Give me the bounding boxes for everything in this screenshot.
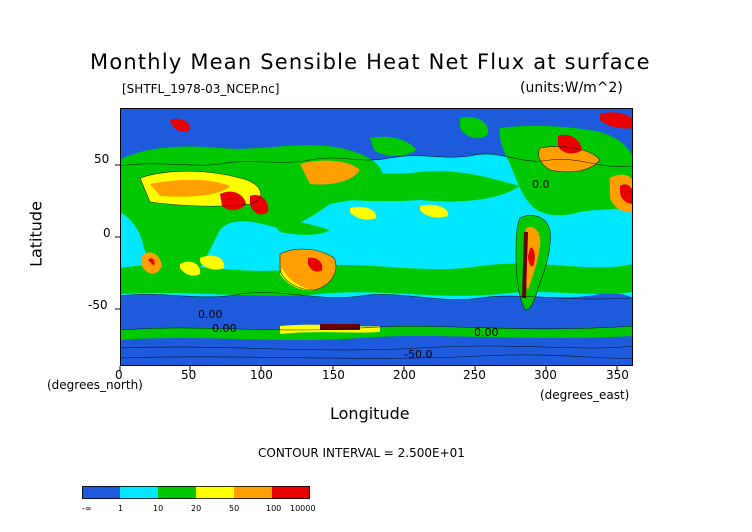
africa-south-red: [148, 258, 155, 266]
colorbar-segment: [272, 486, 310, 499]
units-label: (units:W/m^2): [520, 80, 623, 96]
colorbar-segment: [234, 486, 272, 499]
colorbar-label: 100: [266, 504, 281, 513]
europe-red: [170, 118, 191, 132]
colorbar-label: 50: [229, 504, 239, 513]
x-tick-label: 250: [463, 368, 486, 382]
x-axis-units: (degrees_east): [540, 388, 630, 402]
x-tick-label: 100: [250, 368, 273, 382]
indian-ocean-yellow: [200, 255, 225, 270]
north-pacific-patch: [370, 136, 416, 156]
y-tick-label: -50: [88, 298, 108, 312]
alaska-red: [558, 134, 582, 154]
australia-land: [280, 249, 336, 290]
colorbar-frame: [82, 486, 310, 499]
australia-red: [308, 257, 323, 272]
south-america-red: [528, 247, 535, 267]
contour-label: -50.0: [404, 348, 432, 361]
colorbar-label: 20: [191, 504, 201, 513]
antarctica-edge: [120, 326, 633, 340]
colorbar-segment: [120, 486, 158, 499]
file-label: [SHTFL_1978-03_NCEP.nc]: [122, 82, 280, 96]
y-tick-label: 0: [103, 226, 111, 240]
contour-interval-label: CONTOUR INTERVAL = 2.500E+01: [258, 446, 465, 460]
x-tick-label: 150: [322, 368, 345, 382]
madagascar-yellow: [180, 261, 201, 276]
australia-yellow: [280, 268, 314, 291]
colorbar-segment: [196, 486, 234, 499]
contour-lines: [120, 146, 633, 359]
colorbar-segment: [82, 486, 120, 499]
flux-map: 0.0 0.00 0.00 0.00 -50.0: [120, 108, 633, 366]
tropical-yellow-1: [350, 206, 377, 220]
east-us-red: [620, 184, 633, 204]
colorbar-segment: [158, 486, 196, 499]
contour-label: 0.00: [198, 308, 223, 321]
colorbar: -∞ 1 10 20 50 100 10000: [82, 486, 315, 513]
x-tick-label: 300: [534, 368, 557, 382]
colorbar-label: 1: [118, 504, 123, 513]
arabia-red: [220, 191, 246, 211]
map-frame: [120, 108, 633, 366]
x-tick-label: 50: [181, 368, 197, 382]
colorbar-label: 10000: [290, 504, 315, 513]
contour-label: 0.0: [532, 178, 550, 191]
x-axis-label: Longitude: [330, 404, 410, 423]
indonesia-green: [270, 219, 330, 235]
north-america-orange: [538, 146, 600, 172]
contour-label: 0.00: [474, 326, 499, 339]
india-red: [250, 194, 269, 215]
y-tick-label: 50: [94, 152, 110, 166]
sahara-orange: [150, 179, 230, 197]
asia-orange: [300, 160, 360, 185]
x-tick-label: 350: [606, 368, 629, 382]
tropical-yellow-2: [420, 204, 449, 218]
map-title: Monthly Mean Sensible Heat Net Flux at s…: [90, 50, 651, 74]
colorbar-label: -∞: [82, 504, 92, 513]
contour-label: 0.00: [212, 322, 237, 335]
x-tick-label: 0: [115, 368, 123, 382]
x-tick-label: 200: [393, 368, 416, 382]
south-green-belt: [120, 263, 633, 296]
y-axis-units: (degrees_north): [47, 378, 143, 392]
arctic-red: [600, 112, 633, 129]
andes-dark: [522, 232, 528, 298]
greenland-green: [460, 116, 489, 139]
colorbar-label: 10: [153, 504, 163, 513]
south-blue-patch: [180, 304, 270, 322]
